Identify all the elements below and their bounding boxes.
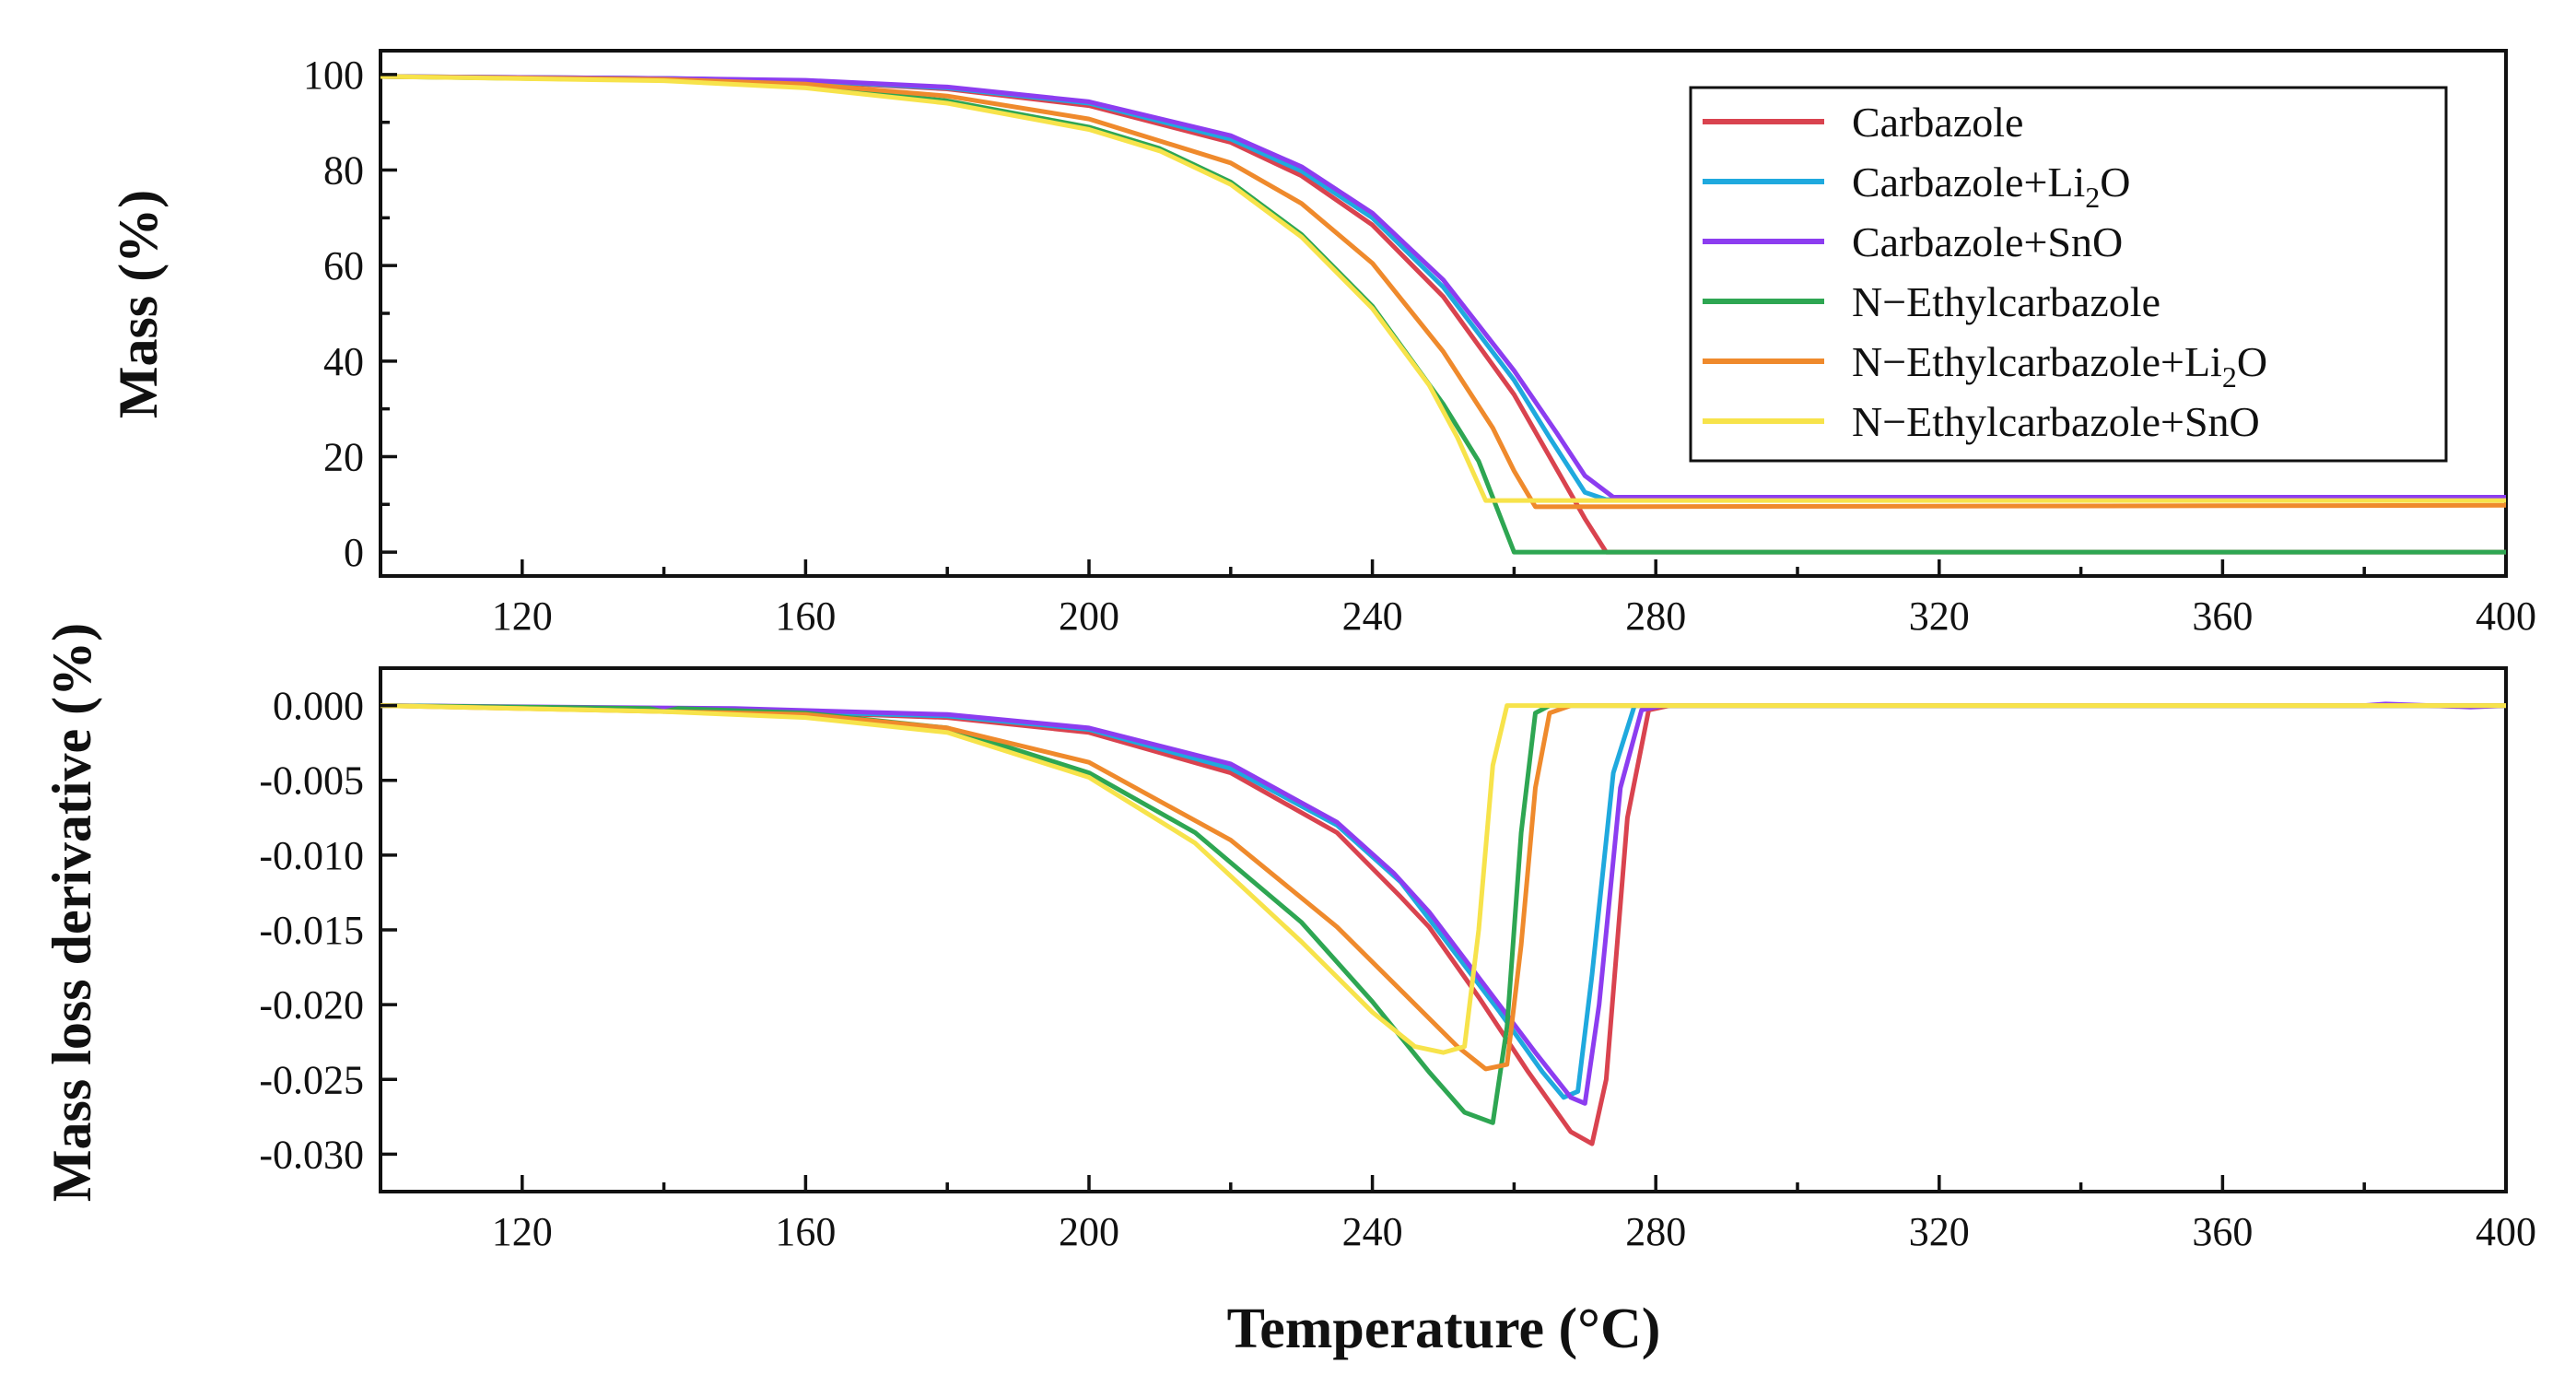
legend-item: Carbazole+SnO xyxy=(1703,218,2123,265)
bottom-x-tick-label: 400 xyxy=(2476,1209,2536,1254)
bottom-x-tick-label: 200 xyxy=(1059,1209,1119,1254)
top-x-tick-label: 320 xyxy=(1909,593,1970,639)
legend-label: N−Ethylcarbazole+Li2O xyxy=(1852,338,2267,394)
bottom-x-tick-label: 280 xyxy=(1625,1209,1686,1254)
top-y-tick-label: 20 xyxy=(323,434,364,479)
bottom-y-ticks: 0.000 -0.005 -0.010 -0.015 -0.020 -0.025 -0.03… xyxy=(259,684,397,1177)
bottom-y-tick-label: -0.020 xyxy=(259,982,364,1028)
bottom-y-tick-label: -0.010 xyxy=(259,833,364,878)
top-y-tick-label: 40 xyxy=(323,339,364,384)
top-series-n-ethylcarbazole-sno xyxy=(381,74,2506,503)
top-y-tick-label: 100 xyxy=(303,53,364,98)
legend-item: Carbazole+Li2O xyxy=(1703,159,2131,214)
top-y-tick-label: 60 xyxy=(323,243,364,288)
top-x-ticks: 120 160 200 240 280 320 360 400 xyxy=(379,559,2536,639)
bottom-x-tick-label: 240 xyxy=(1342,1209,1403,1254)
top-x-tick-label: 120 xyxy=(492,593,553,639)
bottom-panel: 120 160 200 240 280 320 360 400 0.000 -0.005 -0.0… xyxy=(41,623,2536,1360)
bottom-y-tick-label: -0.015 xyxy=(259,908,364,953)
legend-label: Carbazole+SnO xyxy=(1852,218,2123,265)
bottom-y-tick-label: -0.030 xyxy=(259,1132,364,1177)
legend-label: N−Ethylcarbazole xyxy=(1852,278,2160,325)
legend-label: N−Ethylcarbazole+SnO xyxy=(1852,398,2260,445)
legend-item: N−Ethylcarbazole+Li2O xyxy=(1703,338,2267,394)
top-x-tick-label: 200 xyxy=(1059,593,1119,639)
bottom-series-carbazole-sno xyxy=(381,701,2506,1106)
bottom-series-n-ethylcarbazole xyxy=(381,703,2506,1125)
top-x-tick-label: 160 xyxy=(775,593,836,639)
top-x-tick-label: 280 xyxy=(1625,593,1686,639)
top-y-tick-label: 80 xyxy=(323,148,364,194)
bottom-x-tick-label: 120 xyxy=(492,1209,553,1254)
top-y-tick-label: 0 xyxy=(344,530,364,575)
bottom-x-tick-label: 320 xyxy=(1909,1209,1970,1254)
top-x-tick-label: 360 xyxy=(2192,593,2253,639)
top-series-n-ethylcarbazole-li2o xyxy=(381,74,2506,510)
legend-item: N−Ethylcarbazole xyxy=(1703,278,2160,325)
legend-label: Carbazole xyxy=(1852,99,2023,146)
top-y-ticks: 0 20 40 60 80 100 xyxy=(303,53,397,575)
bottom-curves xyxy=(381,701,2506,1146)
bottom-x-ticks: 120 160 200 240 280 320 360 400 xyxy=(379,1175,2536,1254)
bottom-y-tick-label: 0.000 xyxy=(273,684,364,729)
legend-item: N−Ethylcarbazole+SnO xyxy=(1703,398,2260,445)
bottom-series-carbazole xyxy=(381,703,2506,1146)
top-curves xyxy=(381,74,2506,555)
bottom-x-tick-label: 360 xyxy=(2192,1209,2253,1254)
legend-label: Carbazole+Li2O xyxy=(1852,159,2131,214)
x-axis-label: Temperature (°C) xyxy=(1227,1298,1661,1360)
bottom-y-tick-label: -0.005 xyxy=(259,758,364,804)
top-x-tick-label: 240 xyxy=(1342,593,1403,639)
bottom-y-axis-label: Mass loss derivative (%) xyxy=(41,623,102,1202)
bottom-series-n-ethylcarbazole-li2o xyxy=(381,703,2506,1072)
top-series-carbazole-sno xyxy=(381,74,2506,499)
bottom-series-n-ethylcarbazole-sno xyxy=(381,703,2506,1055)
legend-item: Carbazole xyxy=(1703,99,2023,146)
bottom-x-tick-label: 160 xyxy=(775,1209,836,1254)
top-y-axis-label: Mass (%) xyxy=(108,190,169,418)
top-panel: 120 160 200 240 280 320 360 400 0 20 40 60 80 100 Ma… xyxy=(108,49,2536,639)
bottom-series-carbazole-li2o xyxy=(381,703,2506,1100)
bottom-y-tick-label: -0.025 xyxy=(259,1057,364,1102)
top-x-tick-label: 400 xyxy=(2476,593,2536,639)
legend-box xyxy=(1689,86,2448,463)
